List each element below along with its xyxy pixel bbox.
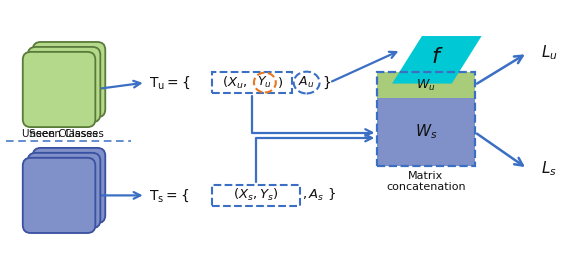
Text: $W_u$: $W_u$: [416, 78, 435, 93]
Text: $(X_u,$: $(X_u,$: [222, 75, 247, 91]
FancyBboxPatch shape: [33, 42, 105, 117]
Text: $)$: $)$: [277, 75, 283, 90]
Text: $\}$: $\}$: [321, 75, 331, 91]
Text: $\mathrm{T_s} = \{$: $\mathrm{T_s} = \{$: [148, 187, 189, 204]
Text: Seen Classes: Seen Classes: [29, 129, 98, 139]
Text: $W_s$: $W_s$: [415, 123, 437, 141]
Text: $L_u$: $L_u$: [541, 44, 558, 62]
FancyBboxPatch shape: [377, 72, 475, 98]
Text: Unseen Classes: Unseen Classes: [22, 129, 104, 139]
FancyBboxPatch shape: [28, 153, 100, 228]
Text: $f$: $f$: [430, 47, 443, 67]
Text: Matrix: Matrix: [408, 171, 443, 181]
FancyBboxPatch shape: [377, 98, 475, 166]
FancyBboxPatch shape: [23, 158, 95, 233]
Text: $Y_u$: $Y_u$: [258, 75, 272, 90]
FancyBboxPatch shape: [33, 148, 105, 223]
FancyBboxPatch shape: [28, 47, 100, 122]
Text: $, A_s\ \}$: $, A_s\ \}$: [302, 187, 336, 204]
Text: $L_s$: $L_s$: [541, 159, 557, 178]
Text: $\mathrm{T_u} = \{$: $\mathrm{T_u} = \{$: [148, 74, 190, 91]
Polygon shape: [392, 36, 482, 84]
Text: $A_u$: $A_u$: [298, 75, 315, 90]
FancyBboxPatch shape: [23, 52, 95, 127]
Text: $(X_s, Y_s)$: $(X_s, Y_s)$: [233, 187, 279, 204]
Text: concatenation: concatenation: [386, 182, 466, 192]
